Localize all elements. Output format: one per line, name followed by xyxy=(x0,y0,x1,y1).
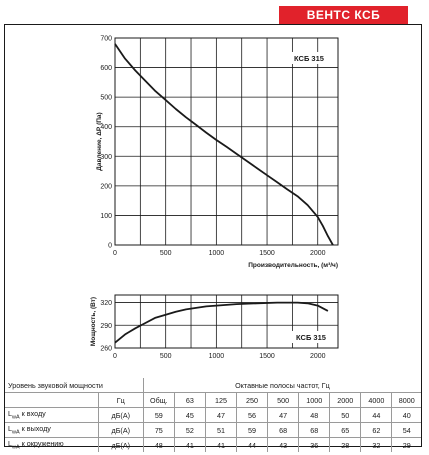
series-label-bg xyxy=(283,52,335,64)
pressure-chart: 0 100 200 300 400 500 600 700 0 500 1000 1500 2000 Да… xyxy=(96,36,339,269)
y-tick-label: 600 xyxy=(100,65,112,72)
table-cell: 50 xyxy=(329,407,362,423)
table-cell: 29 xyxy=(391,437,421,452)
table-row: LwA к входу дБ(A) 59 45 47 56 47 48 50 4… xyxy=(5,407,421,423)
table-cell: 41 xyxy=(173,437,206,452)
table-cell: 41 xyxy=(204,437,238,452)
table-cell: 36 xyxy=(298,437,331,452)
x-tick-label: 1000 xyxy=(209,353,225,360)
table-cell: 75 xyxy=(142,422,175,438)
table-cell: 52 xyxy=(173,422,206,438)
series-line xyxy=(114,301,329,344)
row-label: LwA к выходу xyxy=(5,422,99,438)
y-tick-label: 260 xyxy=(100,346,112,353)
x-tick-label: 1000 xyxy=(209,250,225,257)
column-header: 500 xyxy=(267,392,300,408)
column-header: 250 xyxy=(236,392,269,408)
table-cell: 44 xyxy=(236,437,269,452)
table-cell: 65 xyxy=(329,422,362,438)
y-tick-label: 500 xyxy=(100,95,112,102)
x-tick-label: 1500 xyxy=(259,353,275,360)
y-tick-label: 300 xyxy=(100,154,112,161)
table-cell: 59 xyxy=(142,407,175,423)
series-label-bg xyxy=(287,331,335,343)
table-title: Уровень звуковой мощности xyxy=(5,378,144,393)
table-cell: 47 xyxy=(267,407,300,423)
column-header: 2000 xyxy=(329,392,362,408)
x-axis-label: Производительность, (м³/ч) xyxy=(248,262,338,269)
table-cell: 54 xyxy=(391,422,421,438)
table-cell: 28 xyxy=(329,437,362,452)
plot-frame xyxy=(114,294,339,349)
column-header: 8000 xyxy=(391,392,421,408)
table-cell: 43 xyxy=(267,437,300,452)
column-header: 125 xyxy=(204,392,238,408)
series-label: КСБ 315 xyxy=(296,333,326,342)
column-header: Общ. xyxy=(142,392,175,408)
sound-power-table: Уровень звуковой мощности Октавные полос… xyxy=(5,378,421,452)
plot-frame xyxy=(114,37,339,246)
y-tick-label: 700 xyxy=(100,36,112,43)
table-row: LwA к окружению дБ(A) 48 41 41 44 43 36 … xyxy=(5,437,421,452)
row-unit: дБ(A) xyxy=(97,407,144,423)
y-tick-label: 0 xyxy=(108,243,112,250)
table-cell: 44 xyxy=(360,407,393,423)
table-cell: 68 xyxy=(298,422,331,438)
row-unit: дБ(A) xyxy=(97,422,144,438)
column-header-row: Гц Общ. 63 125 250 500 1000 2000 4000 80… xyxy=(5,392,421,408)
table-cell: 59 xyxy=(236,422,269,438)
row-unit: дБ(A) xyxy=(97,437,144,452)
table-cell: 68 xyxy=(267,422,300,438)
y-tick-label: 400 xyxy=(100,124,112,131)
series-label: КСБ 315 xyxy=(294,54,324,63)
y-tick-label: 320 xyxy=(100,300,112,307)
blank-cell xyxy=(5,392,99,408)
table-row: LwA к выходу дБ(A) 75 52 51 59 68 68 65 … xyxy=(5,422,421,438)
table-cell: 51 xyxy=(204,422,238,438)
table-cell: 32 xyxy=(360,437,393,452)
unit-header: Гц xyxy=(97,392,144,408)
power-chart: 260 290 320 0 500 1000 1500 2000 Мощность, (Вт) К… xyxy=(90,294,339,360)
y-tick-label: 290 xyxy=(100,323,112,330)
row-label: LwA к окружению xyxy=(5,437,99,452)
y-tick-label: 100 xyxy=(100,213,112,220)
x-tick-label: 2000 xyxy=(310,353,326,360)
y-tick-label: 200 xyxy=(100,183,112,190)
brand-label: ВЕНТС КСБ xyxy=(279,6,408,25)
y-axis-label: Давление, ΔР (Па) xyxy=(96,112,103,170)
table-cell: 56 xyxy=(236,407,269,423)
table-cell: 47 xyxy=(204,407,238,423)
x-tick-label: 0 xyxy=(113,353,117,360)
column-header: 63 xyxy=(173,392,206,408)
y-axis-label: Мощность, (Вт) xyxy=(90,297,97,346)
table-cell: 48 xyxy=(142,437,175,452)
table-header-row: Уровень звуковой мощности Октавные полос… xyxy=(5,378,421,393)
band-header: Октавные полосы частот, Гц xyxy=(142,378,421,393)
series-line xyxy=(114,43,334,246)
column-header: 4000 xyxy=(360,392,393,408)
table-cell: 48 xyxy=(298,407,331,423)
x-tick-label: 0 xyxy=(113,250,117,257)
table-cell: 62 xyxy=(360,422,393,438)
table-cell: 40 xyxy=(391,407,421,423)
x-tick-label: 1500 xyxy=(259,250,275,257)
column-header: 1000 xyxy=(298,392,331,408)
x-tick-label: 2000 xyxy=(310,250,326,257)
x-tick-label: 500 xyxy=(160,353,172,360)
table-cell: 45 xyxy=(173,407,206,423)
row-label: LwA к входу xyxy=(5,407,99,423)
x-tick-label: 500 xyxy=(160,250,172,257)
